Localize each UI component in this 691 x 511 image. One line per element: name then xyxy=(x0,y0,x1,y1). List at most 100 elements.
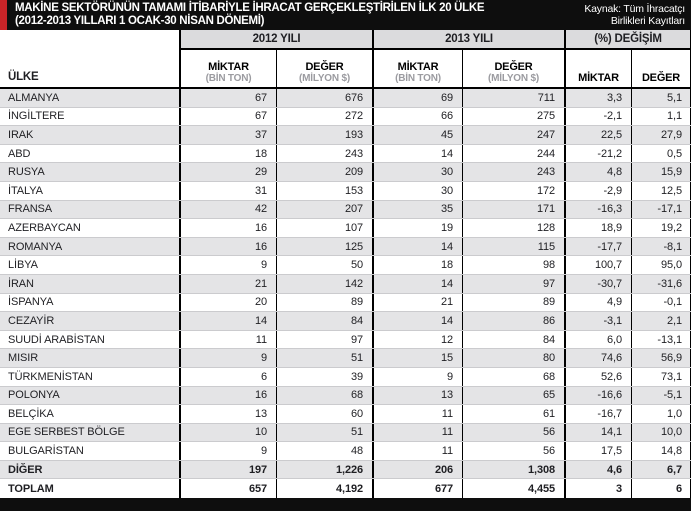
value-cell: 16 xyxy=(179,386,276,405)
value-cell: 9 xyxy=(179,349,276,367)
value-cell: -3,1 xyxy=(564,312,631,330)
value-cell: 45 xyxy=(372,126,462,144)
value-cell: 73,1 xyxy=(631,367,691,386)
value-cell: 51 xyxy=(276,349,372,367)
value-cell: 27,9 xyxy=(631,126,691,144)
value-cell: 14,8 xyxy=(631,442,691,460)
column-header-2012-deger: DEĞER (MİLYON $) xyxy=(276,50,372,87)
value-cell: 4,6 xyxy=(564,460,631,479)
value-cell: 31 xyxy=(179,181,276,200)
value-cell: 9 xyxy=(179,256,276,274)
table-row: MISIR 9 51 15 80 74,6 56,9 xyxy=(0,349,691,368)
country-cell: AZERBAYCAN xyxy=(8,221,81,234)
value-cell: 12 xyxy=(372,330,462,349)
value-cell: 115 xyxy=(462,237,564,256)
value-cell: 2,1 xyxy=(631,312,691,330)
value-cell: 50 xyxy=(276,256,372,274)
value-cell: 19 xyxy=(372,219,462,237)
value-cell: -31,6 xyxy=(631,274,691,293)
table-header: ÜLKE 2012 YILI 2013 YILI (%) DEĞİŞİM MİK… xyxy=(0,30,691,89)
title-line-2: (2012-2013 YILLARI 1 OCAK-30 NİSAN DÖNEM… xyxy=(15,15,265,27)
country-cell: TOPLAM xyxy=(8,482,54,495)
value-cell: 153 xyxy=(276,181,372,200)
value-cell: 100,7 xyxy=(564,256,631,274)
value-cell: 11 xyxy=(372,405,462,423)
value-cell: 67 xyxy=(179,89,276,107)
value-cell: 16 xyxy=(179,237,276,256)
country-cell: BULGARİSTAN xyxy=(8,445,84,458)
country-cell: IRAK xyxy=(8,128,34,141)
value-cell: 6,7 xyxy=(631,460,691,479)
value-cell: 30 xyxy=(372,181,462,200)
value-cell: 19,2 xyxy=(631,219,691,237)
value-cell: 275 xyxy=(462,107,564,126)
value-cell: 68 xyxy=(276,386,372,405)
value-cell: -8,1 xyxy=(631,237,691,256)
table-row: ABD 18 243 14 244 -21,2 0,5 xyxy=(0,144,691,164)
value-cell: 0,5 xyxy=(631,144,691,163)
value-cell: 56 xyxy=(462,442,564,460)
value-cell: -16,6 xyxy=(564,386,631,405)
value-cell: 22,5 xyxy=(564,126,631,144)
value-cell: 39 xyxy=(276,367,372,386)
value-cell: 243 xyxy=(462,163,564,181)
value-cell: 172 xyxy=(462,181,564,200)
value-cell: 21 xyxy=(372,293,462,312)
value-cell: 1,226 xyxy=(276,460,372,479)
value-cell: 97 xyxy=(276,330,372,349)
value-cell: 14 xyxy=(372,274,462,293)
value-cell: 13 xyxy=(372,386,462,405)
value-cell: 89 xyxy=(462,293,564,312)
table-row: EGE SERBEST BÖLGE 10 51 11 56 14,1 10,0 xyxy=(0,423,691,443)
value-cell: 86 xyxy=(462,312,564,330)
value-cell: 56 xyxy=(462,423,564,442)
column-subheader-row: MİKTAR (BİN TON) DEĞER (MİLYON $) MİKTAR… xyxy=(181,50,691,87)
country-cell: EGE SERBEST BÖLGE xyxy=(8,426,125,439)
value-cell: 30 xyxy=(372,163,462,181)
value-cell: 677 xyxy=(372,479,462,498)
value-cell: 711 xyxy=(462,89,564,107)
value-cell: 13 xyxy=(179,405,276,423)
value-cell: -17,7 xyxy=(564,237,631,256)
value-cell: 244 xyxy=(462,144,564,163)
value-cell: 5,1 xyxy=(631,89,691,107)
table-row: TÜRKMENİSTAN 6 39 9 68 52,6 73,1 xyxy=(0,367,691,387)
value-cell: 193 xyxy=(276,126,372,144)
value-cell: 197 xyxy=(179,460,276,479)
country-cell: RUSYA xyxy=(8,166,45,179)
value-cell: 4,455 xyxy=(462,479,564,498)
value-cell: 95,0 xyxy=(631,256,691,274)
value-cell: 272 xyxy=(276,107,372,126)
table-row: BELÇİKA 13 60 11 61 -16,7 1,0 xyxy=(0,405,691,424)
value-cell: 3,3 xyxy=(564,89,631,107)
value-cell: 18 xyxy=(372,256,462,274)
country-cell: FRANSA xyxy=(8,203,53,216)
source-line-2: Birlikleri Kayıtları xyxy=(610,15,685,27)
value-cell: -30,7 xyxy=(564,274,631,293)
value-cell: 10,0 xyxy=(631,423,691,442)
table-row: AZERBAYCAN 16 107 19 128 18,9 19,2 xyxy=(0,219,691,238)
value-cell: 142 xyxy=(276,274,372,293)
value-cell: 206 xyxy=(372,460,462,479)
value-cell: 65 xyxy=(462,386,564,405)
column-header-2013-miktar: MİKTAR (BİN TON) xyxy=(372,50,462,87)
value-cell: 4,192 xyxy=(276,479,372,498)
value-cell: 35 xyxy=(372,200,462,219)
column-header-2013-deger: DEĞER (MİLYON $) xyxy=(462,50,564,87)
value-cell: 18 xyxy=(179,144,276,163)
value-cell: 74,6 xyxy=(564,349,631,367)
country-cell: MISIR xyxy=(8,352,39,365)
value-cell: 18,9 xyxy=(564,219,631,237)
value-cell: 84 xyxy=(462,330,564,349)
column-header-country: ÜLKE xyxy=(0,30,179,87)
value-cell: 657 xyxy=(179,479,276,498)
value-cell: 247 xyxy=(462,126,564,144)
table-row: ALMANYA 67 676 69 711 3,3 5,1 xyxy=(0,89,691,108)
country-cell: DİĞER xyxy=(8,463,43,476)
column-group-row: 2012 YILI 2013 YILI (%) DEĞİŞİM xyxy=(181,30,691,50)
value-cell: 42 xyxy=(179,200,276,219)
value-cell: 98 xyxy=(462,256,564,274)
value-cell: 6 xyxy=(631,479,691,498)
value-cell: 60 xyxy=(276,405,372,423)
